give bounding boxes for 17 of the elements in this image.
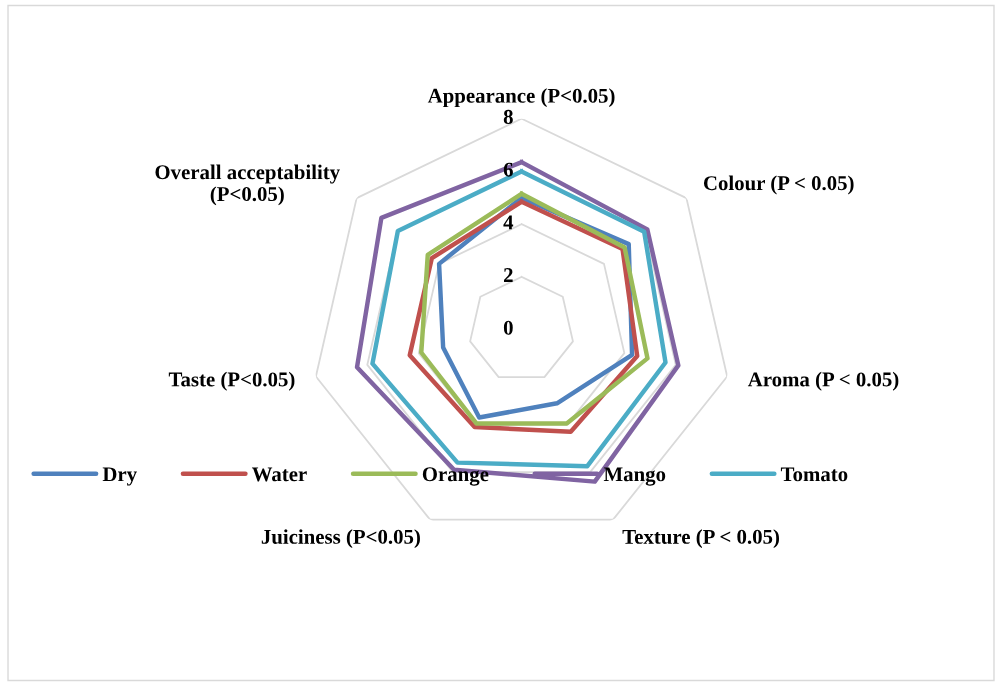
y-tick-label: 2 xyxy=(504,268,513,282)
legend-label: Dry xyxy=(102,467,137,486)
spoke-label: Aroma (P < 0.05) xyxy=(747,371,899,391)
legend-label: Tomato xyxy=(780,467,848,482)
spoke-label: Appearance (P<0.05) xyxy=(427,88,615,108)
legend-label: Water xyxy=(251,467,307,482)
spoke-label: Taste (P<0.05) xyxy=(168,371,295,391)
spoke-label: Colour (P < 0.05) xyxy=(703,175,854,195)
legend-label: Orange xyxy=(422,467,489,486)
legend-label: Mango xyxy=(603,467,666,486)
y-tick-label: 8 xyxy=(503,109,513,124)
spoke-label: Overall acceptability (P<0.05) xyxy=(155,164,340,206)
spoke-label: Juiciness (P<0.05) xyxy=(261,529,420,549)
y-tick-label: 6 xyxy=(503,162,513,177)
spoke-label: Texture (P < 0.05) xyxy=(622,529,780,549)
y-tick-label: 4 xyxy=(503,215,514,230)
y-tick-label: 0 xyxy=(503,320,513,335)
